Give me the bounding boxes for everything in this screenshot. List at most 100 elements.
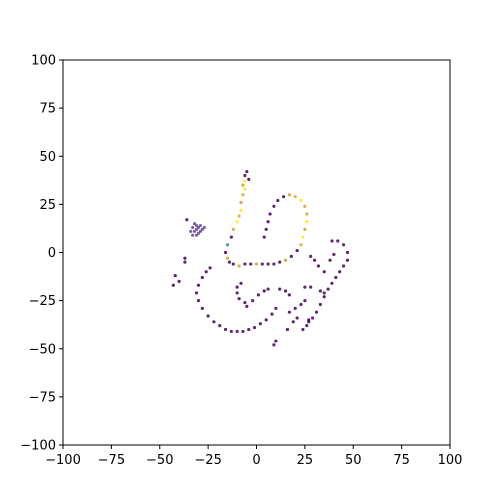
scatter-point bbox=[235, 220, 239, 224]
y-tick-label: 75 bbox=[39, 102, 56, 117]
scatter-point bbox=[231, 262, 235, 266]
scatter-point bbox=[194, 233, 199, 237]
scatter-point bbox=[196, 299, 201, 303]
scatter-point bbox=[258, 322, 262, 326]
scatter-point bbox=[191, 225, 195, 230]
scatter-point bbox=[206, 314, 210, 318]
scatter-point bbox=[229, 235, 233, 239]
scatter-point bbox=[330, 239, 334, 243]
scatter-point bbox=[264, 227, 268, 231]
scatter-point bbox=[237, 297, 241, 301]
scatter-point bbox=[218, 324, 222, 328]
scatter-point bbox=[239, 208, 243, 212]
scatter-point bbox=[196, 283, 201, 287]
scatter-point bbox=[330, 281, 334, 285]
scatter-point bbox=[254, 262, 259, 266]
scatter-point bbox=[231, 227, 235, 231]
scatter-point bbox=[274, 339, 278, 343]
x-tick-label: 75 bbox=[393, 453, 410, 468]
scatter-point bbox=[185, 218, 189, 222]
scatter-point bbox=[251, 299, 255, 303]
scatter-point bbox=[194, 291, 199, 295]
scatter-point bbox=[299, 302, 303, 307]
plot-area-background bbox=[63, 60, 450, 445]
scatter-point bbox=[198, 223, 202, 228]
scatter-point bbox=[171, 283, 175, 287]
scatter-point bbox=[239, 281, 243, 285]
scatter-point bbox=[285, 327, 290, 332]
scatter-point bbox=[322, 291, 326, 295]
scatter-point bbox=[173, 274, 177, 278]
x-tick-label: 100 bbox=[438, 453, 463, 468]
scatter-point bbox=[309, 254, 313, 258]
scatter-point bbox=[241, 183, 245, 187]
scatter-point bbox=[241, 329, 245, 334]
scatter-point bbox=[262, 289, 266, 293]
scatter-point bbox=[266, 262, 270, 266]
y-tick-label: 0 bbox=[48, 246, 56, 261]
scatter-point bbox=[227, 260, 232, 264]
scatter-point bbox=[268, 212, 272, 216]
scatter-point bbox=[305, 324, 309, 328]
y-tick-label: 50 bbox=[39, 150, 56, 165]
scatter-point bbox=[299, 198, 303, 203]
scatter-point bbox=[235, 329, 239, 334]
scatter-point bbox=[192, 229, 197, 233]
scatter-point bbox=[283, 258, 288, 262]
y-tick-label: −75 bbox=[29, 390, 56, 405]
scatter-point bbox=[183, 260, 187, 264]
scatter-point bbox=[183, 256, 187, 260]
y-tick-label: 100 bbox=[31, 54, 56, 69]
scatter-point bbox=[293, 195, 297, 199]
scatter-point bbox=[272, 262, 276, 266]
scatter-point bbox=[283, 289, 288, 293]
scatter-point bbox=[293, 306, 297, 310]
scatter-point bbox=[260, 262, 264, 266]
scatter-point bbox=[189, 229, 193, 233]
scatter-points bbox=[171, 170, 350, 347]
scatter-point bbox=[309, 285, 313, 289]
scatter-point bbox=[328, 258, 332, 262]
scatter-point bbox=[316, 264, 321, 268]
scatter-point bbox=[295, 316, 299, 320]
scatter-point bbox=[235, 285, 239, 289]
scatter-point bbox=[295, 248, 299, 253]
scatter-point bbox=[305, 212, 309, 216]
scatter-point bbox=[266, 287, 270, 291]
scatter-point bbox=[243, 173, 247, 178]
scatter-point bbox=[303, 285, 307, 289]
y-tick-label: 25 bbox=[39, 198, 56, 213]
scatter-point bbox=[303, 299, 307, 303]
scatter-point bbox=[243, 262, 247, 266]
scatter-point bbox=[311, 316, 315, 320]
scatter-point bbox=[191, 233, 195, 237]
scatter-point bbox=[256, 293, 261, 297]
scatter-point bbox=[241, 193, 245, 197]
scatter-point bbox=[276, 198, 280, 203]
scatter-point bbox=[338, 270, 342, 274]
scatter-point bbox=[281, 195, 286, 199]
scatter-point bbox=[208, 266, 212, 270]
scatter-point bbox=[287, 293, 291, 297]
scatter-point bbox=[341, 264, 346, 268]
y-axis: −100 −75 −50 −25 0 25 50 75 100 bbox=[20, 54, 63, 454]
scatter-point bbox=[278, 260, 282, 264]
scatter-point bbox=[245, 170, 249, 174]
scatter-point bbox=[264, 318, 268, 322]
x-tick-label: −75 bbox=[98, 453, 125, 468]
scatter-point bbox=[307, 318, 311, 322]
scatter-point bbox=[262, 235, 266, 239]
scatter-point bbox=[312, 258, 317, 262]
scatter-point bbox=[299, 243, 303, 247]
scatter-point bbox=[249, 262, 253, 266]
scatter-point bbox=[225, 256, 230, 260]
scatter-point bbox=[243, 179, 247, 183]
scatter-point bbox=[345, 250, 350, 255]
scatter-point bbox=[303, 204, 307, 208]
scatter-point bbox=[332, 252, 336, 257]
scatter-point bbox=[301, 327, 305, 332]
scatter-point bbox=[252, 325, 257, 330]
scatter-point bbox=[239, 200, 243, 205]
scatter-point bbox=[345, 258, 350, 262]
